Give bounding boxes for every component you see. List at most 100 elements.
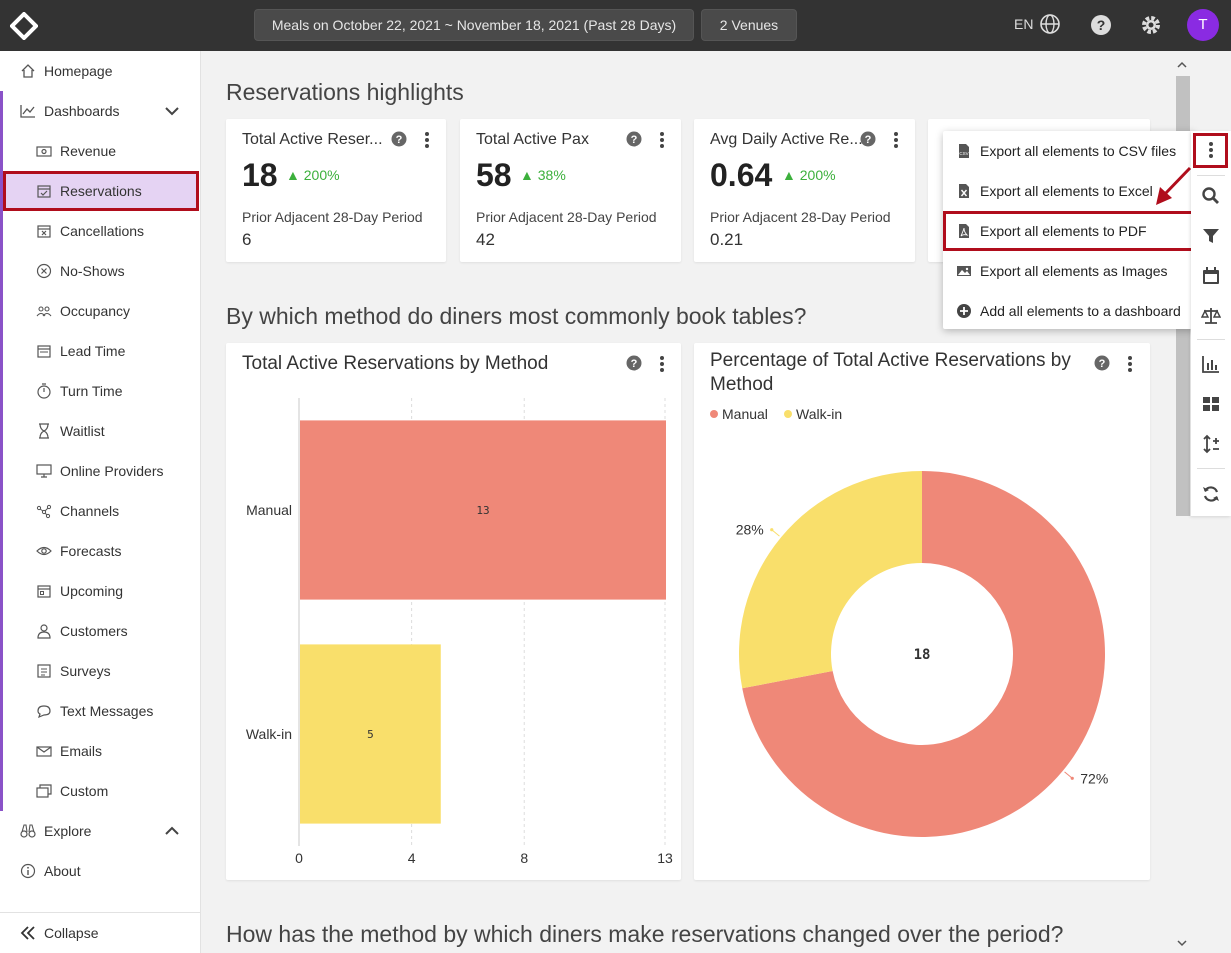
menu-item-label: Export all elements to Excel bbox=[980, 183, 1153, 199]
grid-icon[interactable] bbox=[1201, 394, 1221, 414]
kpi-value: 58 bbox=[476, 157, 512, 193]
sidebar-item-no-shows[interactable]: No-Shows bbox=[0, 251, 200, 291]
more-options-icon[interactable] bbox=[424, 131, 430, 149]
sidebar-item-explore[interactable]: Explore bbox=[0, 811, 200, 851]
more-options-icon[interactable] bbox=[659, 355, 665, 373]
help-icon[interactable]: ? bbox=[860, 131, 876, 147]
export-menu: CSV Export all elements to CSV files Exp… bbox=[943, 131, 1195, 329]
sidebar-item-channels[interactable]: Channels bbox=[0, 491, 200, 531]
kpi-prior-label: Prior Adjacent 28-Day Period bbox=[710, 209, 891, 225]
menu-item-export-excel[interactable]: Export all elements to Excel bbox=[943, 171, 1195, 211]
legend-swatch bbox=[710, 410, 718, 418]
globe-icon[interactable] bbox=[1039, 13, 1061, 35]
balance-scale-icon[interactable] bbox=[1201, 306, 1221, 326]
scrollbar[interactable] bbox=[1174, 60, 1191, 953]
y-tick-label: Walk-in bbox=[246, 726, 292, 742]
custom-icon bbox=[36, 784, 52, 798]
sidebar-item-emails[interactable]: Emails bbox=[0, 731, 200, 771]
x-tick-label: 13 bbox=[657, 850, 673, 866]
sidebar-item-waitlist[interactable]: Waitlist bbox=[0, 411, 200, 451]
help-icon[interactable]: ? bbox=[1089, 13, 1113, 37]
sidebar-item-label: Upcoming bbox=[60, 583, 124, 599]
chevron-up-icon[interactable] bbox=[164, 823, 180, 839]
menu-item-export-pdf[interactable]: Export all elements to PDF bbox=[943, 211, 1195, 251]
date-range-button[interactable]: Meals on October 22, 2021 ~ November 18,… bbox=[254, 9, 694, 41]
top-bar: Meals on October 22, 2021 ~ November 18,… bbox=[0, 0, 1231, 51]
double-chevron-left-icon bbox=[20, 926, 35, 940]
sidebar-item-homepage[interactable]: Homepage bbox=[0, 51, 200, 91]
toolbar-more-button[interactable] bbox=[1193, 133, 1228, 168]
sidebar-item-custom[interactable]: Custom bbox=[0, 771, 200, 811]
help-icon[interactable]: ? bbox=[626, 131, 642, 147]
menu-item-add-to-dashboard[interactable]: Add all elements to a dashboard bbox=[943, 291, 1195, 331]
more-options-icon[interactable] bbox=[1127, 355, 1133, 373]
sidebar-item-customers[interactable]: Customers bbox=[0, 611, 200, 651]
sidebar-item-cancellations[interactable]: Cancellations bbox=[0, 211, 200, 251]
svg-text:?: ? bbox=[631, 134, 638, 146]
sidebar-item-occupancy[interactable]: Occupancy bbox=[0, 291, 200, 331]
sidebar-item-text-messages[interactable]: Text Messages bbox=[0, 691, 200, 731]
language-label[interactable]: EN bbox=[1014, 16, 1034, 32]
donut-slice bbox=[742, 471, 1105, 837]
help-icon[interactable]: ? bbox=[391, 131, 407, 147]
bar-chart-icon[interactable] bbox=[1201, 354, 1221, 374]
donut-center-label: 18 bbox=[914, 647, 931, 663]
leader-dot bbox=[770, 528, 774, 532]
y-tick-label: Manual bbox=[246, 502, 292, 518]
x-tick-label: 0 bbox=[295, 850, 303, 866]
app-logo-icon[interactable] bbox=[10, 12, 38, 40]
svg-text:?: ? bbox=[396, 134, 403, 146]
help-icon[interactable]: ? bbox=[1094, 355, 1110, 371]
sidebar-item-forecasts[interactable]: Forecasts bbox=[0, 531, 200, 571]
sidebar-item-turn-time[interactable]: Turn Time bbox=[0, 371, 200, 411]
sidebar-item-revenue[interactable]: Revenue bbox=[0, 131, 200, 171]
more-options-icon[interactable] bbox=[659, 131, 665, 149]
binoculars-icon bbox=[20, 824, 36, 838]
info-icon bbox=[20, 863, 36, 879]
sidebar-collapse-button[interactable]: Collapse bbox=[0, 912, 200, 953]
sidebar-item-label: Dashboards bbox=[44, 103, 120, 119]
search-icon[interactable] bbox=[1201, 186, 1221, 206]
sidebar-item-reservations[interactable]: Reservations bbox=[3, 171, 199, 211]
calendar-icon[interactable] bbox=[1201, 266, 1221, 286]
refresh-icon[interactable] bbox=[1201, 484, 1221, 504]
sidebar-item-lead-time[interactable]: Lead Time bbox=[0, 331, 200, 371]
menu-item-export-images[interactable]: Export all elements as Images bbox=[943, 251, 1195, 291]
filter-icon[interactable] bbox=[1201, 226, 1221, 246]
calendar-check-icon bbox=[37, 185, 51, 198]
annotation-arrow bbox=[1156, 166, 1192, 205]
gear-icon[interactable] bbox=[1139, 13, 1163, 37]
chevron-down-icon[interactable] bbox=[164, 103, 180, 119]
help-icon[interactable]: ? bbox=[626, 355, 642, 371]
sidebar-item-about[interactable]: About bbox=[0, 851, 200, 891]
toolbar-divider bbox=[1197, 175, 1225, 176]
home-icon bbox=[21, 64, 35, 78]
kpi-delta-value: 200% bbox=[303, 167, 340, 183]
scroll-up-icon[interactable] bbox=[1177, 60, 1187, 70]
sidebar-item-upcoming[interactable]: Upcoming bbox=[0, 571, 200, 611]
venues-button[interactable]: 2 Venues bbox=[701, 9, 797, 41]
sidebar-item-label: Turn Time bbox=[60, 383, 123, 399]
pie-chart-card: Percentage of Total Active Reservations … bbox=[694, 343, 1150, 880]
bar-chart: 13 Manual 5 Walk-in 0 4 8 13 bbox=[246, 398, 673, 866]
kpi-card-total-active-pax: Total Active Pax ? 58 ▲ 38% Prior Adjace… bbox=[460, 119, 681, 262]
more-options-icon[interactable] bbox=[893, 131, 899, 149]
sidebar-item-surveys[interactable]: Surveys bbox=[0, 651, 200, 691]
scroll-down-icon[interactable] bbox=[1177, 938, 1187, 948]
calendar-x-icon bbox=[37, 225, 51, 238]
sidebar-item-label: No-Shows bbox=[60, 263, 125, 279]
sidebar-item-label: Lead Time bbox=[60, 343, 126, 359]
height-adjust-icon[interactable] bbox=[1201, 434, 1221, 454]
section-title-highlights: Reservations highlights bbox=[226, 79, 464, 105]
bar-value-label: 13 bbox=[476, 504, 489, 517]
avatar[interactable]: T bbox=[1187, 9, 1219, 41]
image-icon bbox=[957, 266, 971, 276]
kpi-delta: ▲ 200% bbox=[286, 167, 340, 183]
menu-item-export-csv[interactable]: CSV Export all elements to CSV files bbox=[943, 131, 1195, 171]
sidebar-item-online-providers[interactable]: Online Providers bbox=[0, 451, 200, 491]
sidebar-item-dashboards[interactable]: Dashboards bbox=[0, 91, 200, 131]
nodes-icon bbox=[36, 504, 52, 519]
people-icon bbox=[36, 306, 52, 317]
kpi-title: Total Active Reser... bbox=[242, 131, 383, 148]
sidebar-item-label: Channels bbox=[60, 503, 120, 519]
